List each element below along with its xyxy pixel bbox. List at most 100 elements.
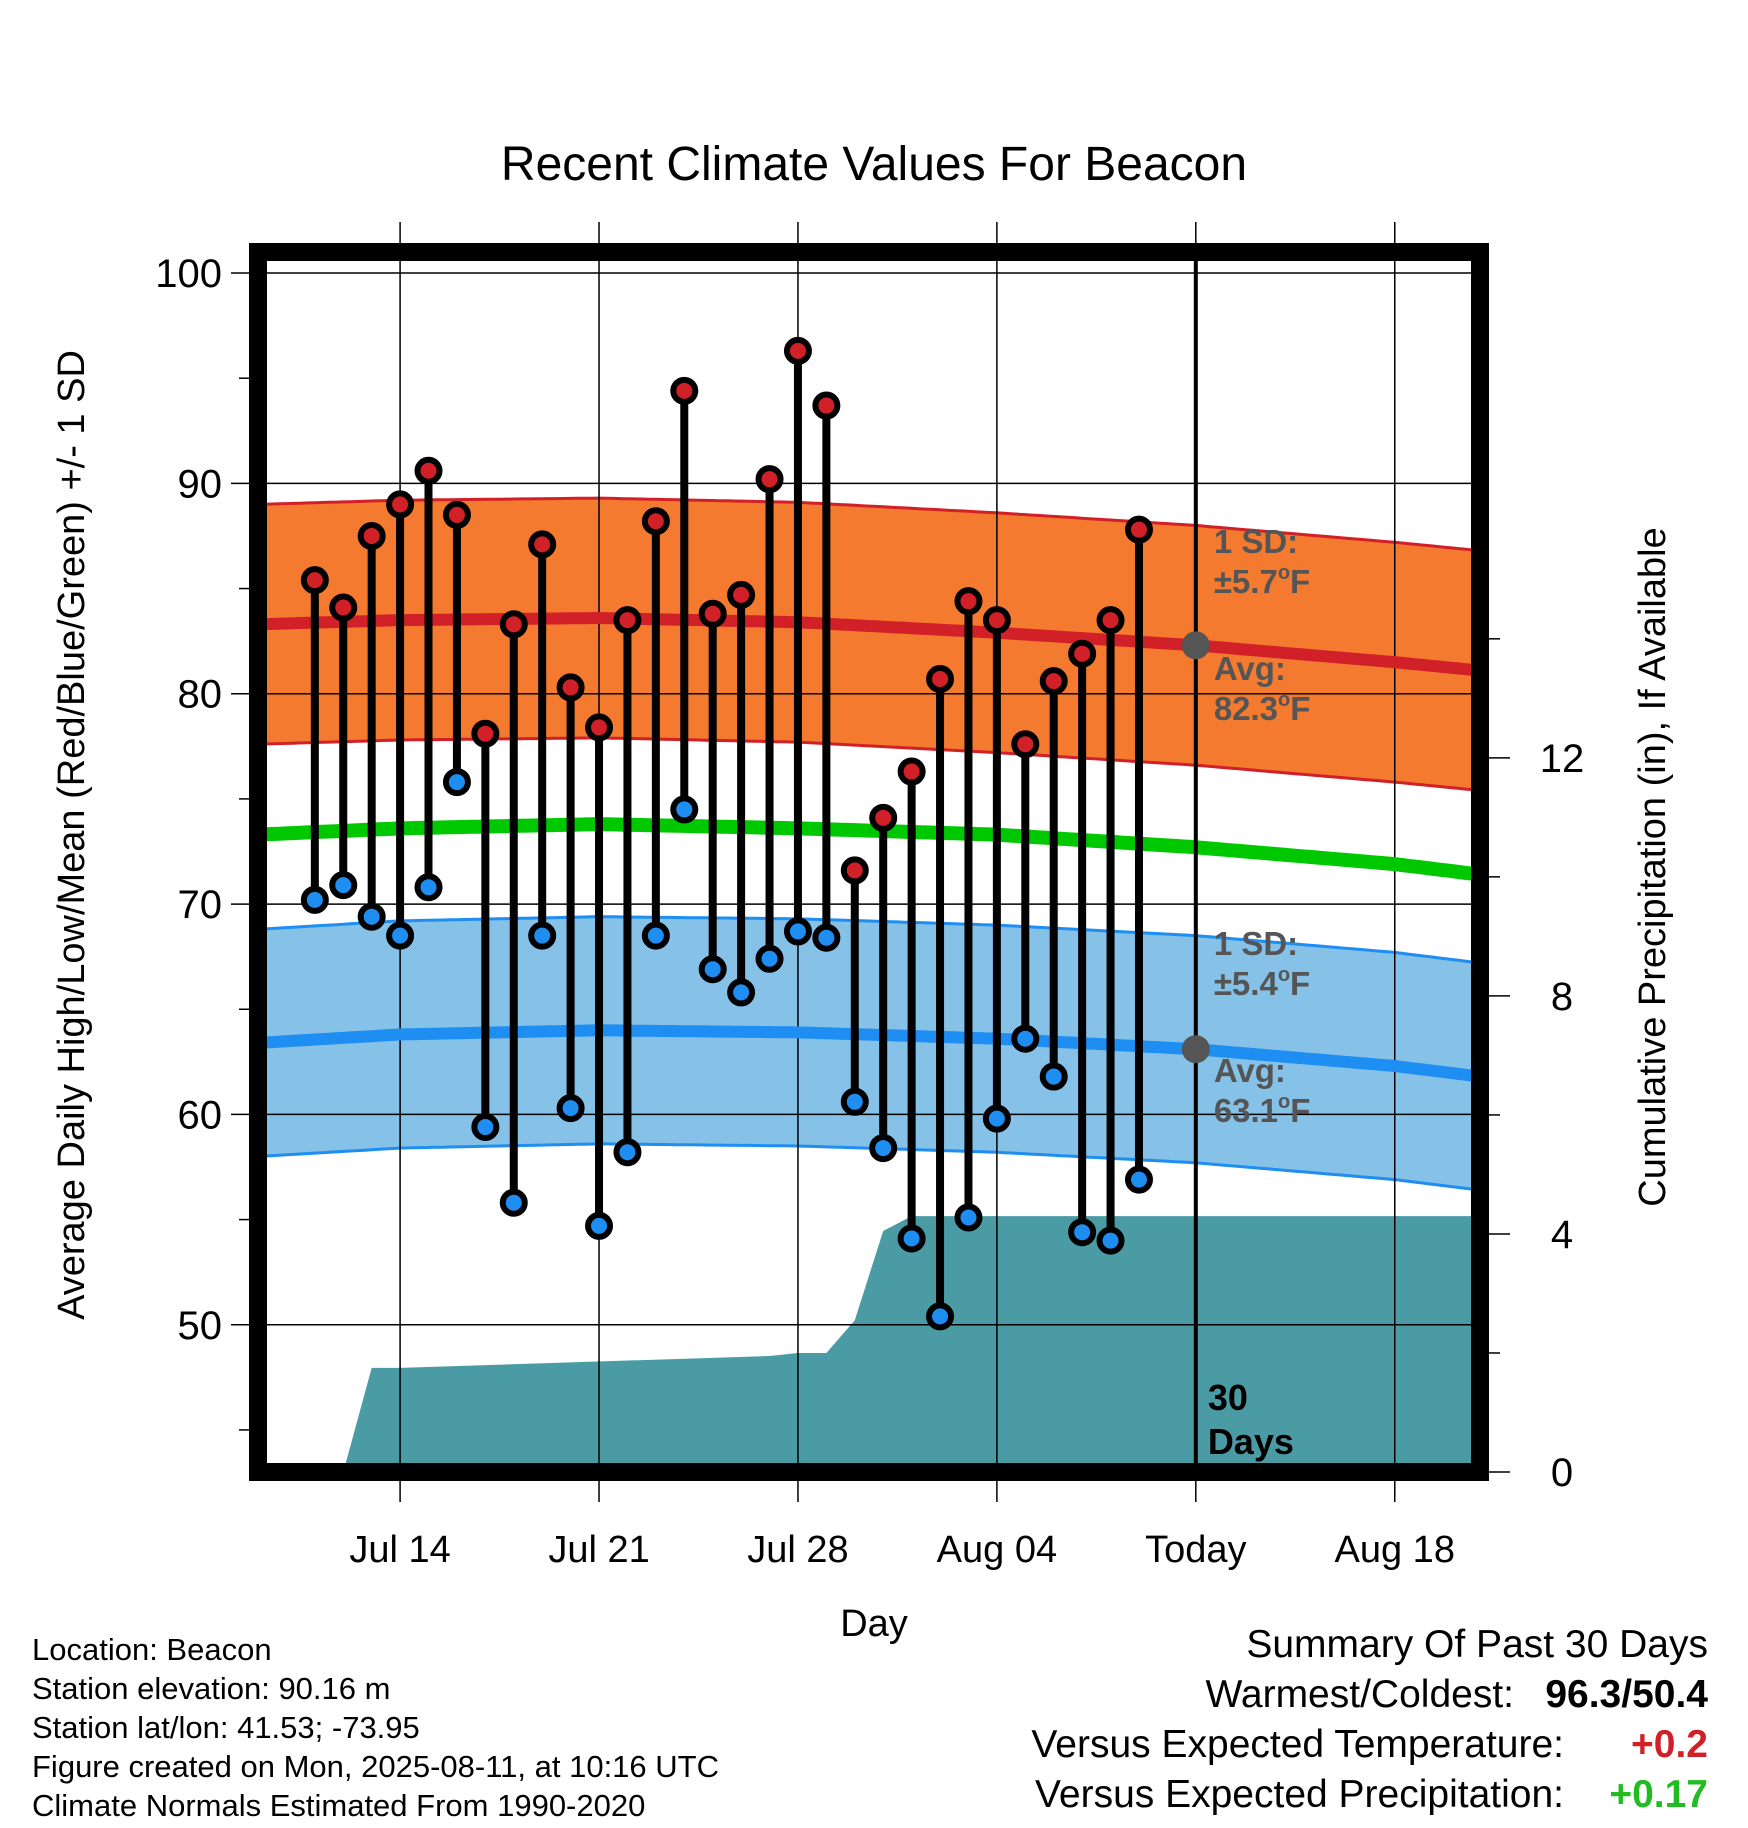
daily-high-point (386, 490, 415, 519)
y-tick-label: 70 (178, 883, 223, 927)
daily-low-point (1039, 1062, 1068, 1091)
daily-high-point (1068, 639, 1097, 668)
latlon-text: Station lat/lon: 41.53; -73.95 (32, 1710, 420, 1745)
axes: 50 60 70 80 90 100 0 4 8 12 Jul 14 Jul 21 Jul 28 Aug … (155, 222, 1584, 1571)
low-avg-annotation-value: 63.1oF (1214, 1091, 1311, 1129)
daily-low-point (670, 795, 699, 824)
high-sd-annotation-label: 1 SD: (1214, 523, 1298, 560)
daily-high-point (954, 587, 983, 616)
warm-cold-value: 96.3/50.4 (1545, 1673, 1708, 1716)
y-axis-label: Average Daily High/Low/Mean (Red/Blue/Gr… (51, 350, 93, 1320)
daily-low-point (471, 1113, 500, 1142)
daily-high-point (869, 803, 898, 832)
plot-frame (249, 243, 1489, 1481)
daily-low-point (442, 768, 471, 797)
daily-low-point (499, 1188, 528, 1217)
daily-high-point (357, 521, 386, 550)
today-low-avg-marker (1181, 1035, 1210, 1064)
today-high-avg-marker (1181, 631, 1210, 660)
low-avg-line (257, 1024, 1481, 1083)
normals-text: Climate Normals Estimated From 1990-2020 (32, 1788, 646, 1823)
x-tick-label: Jul 21 (548, 1529, 649, 1571)
temp-diff-label: Versus Expected Temperature: (1031, 1723, 1564, 1766)
daily-high-point (1124, 515, 1153, 544)
high-avg-annotation-label: Avg: (1214, 650, 1286, 687)
daily-high-point (528, 530, 557, 559)
daily-high-point (755, 465, 784, 494)
daily-low-point (613, 1138, 642, 1167)
daily-high-point (840, 856, 869, 885)
daily-low-point (982, 1104, 1011, 1133)
daily-low-point (954, 1203, 983, 1232)
daily-high-point (812, 391, 841, 420)
y-tick-label: 50 (178, 1304, 223, 1348)
x-tick-label: Today (1145, 1529, 1246, 1571)
daily-low-point (897, 1224, 926, 1253)
daily-low-point (528, 921, 557, 950)
high-avg-annotation-value: 82.3oF (1214, 689, 1311, 727)
warm-cold-label: Warmest/Coldest: (1205, 1673, 1514, 1716)
precip-diff-row: Versus Expected Precipitation: +0.17 (1031, 1770, 1708, 1820)
y2-tick-label: 8 (1551, 975, 1573, 1019)
precip-diff-value: +0.17 (1609, 1773, 1708, 1816)
daily-range-stems (310, 350, 1143, 1317)
y2-tick-label: 0 (1551, 1451, 1573, 1495)
daily-low-point (329, 871, 358, 900)
daily-low-point (755, 944, 784, 973)
daily-low-point (1068, 1218, 1097, 1247)
daily-high-point (556, 673, 585, 702)
location-text: Location: Beacon (32, 1632, 272, 1667)
y-tick-label: 90 (178, 462, 223, 506)
normal-bands (257, 496, 1481, 1192)
daily-high-point (1039, 667, 1068, 696)
daily-high-point (982, 606, 1011, 635)
daily-high-point (329, 593, 358, 622)
daily-low-point (386, 921, 415, 950)
low-sd-annotation-value: ±5.4oF (1214, 964, 1310, 1002)
temp-diff-row: Versus Expected Temperature: +0.2 (1031, 1720, 1708, 1770)
elevation-text: Station elevation: 90.16 m (32, 1671, 391, 1706)
daily-high-point (783, 336, 812, 365)
summary-title: Summary Of Past 30 Days (1246, 1623, 1708, 1666)
daily-high-point (471, 719, 500, 748)
daily-low-point (783, 917, 812, 946)
y-tick-label: 100 (155, 252, 222, 296)
daily-high-point (1011, 730, 1040, 759)
daily-low-point (556, 1094, 585, 1123)
today-days-line2: Days (1208, 1421, 1294, 1462)
precipitation-area (314, 1216, 1480, 1472)
station-info: Location: Beacon Station elevation: 90.1… (32, 1630, 719, 1825)
high-sd-lower-edge (257, 736, 1481, 792)
y2-tick-label: 12 (1540, 737, 1585, 781)
daily-high-point (499, 610, 528, 639)
low-sd-band (258, 916, 1480, 1191)
daily-low-point (357, 902, 386, 931)
daily-low-point (1124, 1165, 1153, 1194)
low-avg-annotation-label: Avg: (1214, 1052, 1286, 1089)
precip-diff-label: Versus Expected Precipitation: (1035, 1773, 1564, 1816)
temp-diff-value: +0.2 (1631, 1723, 1708, 1766)
daily-high-point (442, 500, 471, 529)
high-avg-line (257, 611, 1481, 677)
daily-high-point (641, 507, 670, 536)
daily-high-point (926, 665, 955, 693)
low-sd-annotation-label: 1 SD: (1214, 925, 1298, 962)
x-axis-label: Day (840, 1603, 908, 1645)
cumulative-precipitation-area (314, 1216, 1480, 1472)
x-tick-label: Jul 28 (747, 1529, 848, 1571)
low-sd-lower-edge (257, 1142, 1481, 1192)
mean-avg-line (257, 817, 1481, 882)
daily-low-point (1011, 1024, 1040, 1053)
high-sd-band (258, 498, 1480, 791)
daily-high-point (727, 580, 756, 609)
created-text: Figure created on Mon, 2025-08-11, at 10… (32, 1749, 719, 1784)
daily-high-point (613, 606, 642, 635)
high-sd-annotation-value: ±5.7oF (1214, 562, 1310, 600)
daily-low-point (1096, 1226, 1125, 1255)
x-tick-label: Jul 14 (349, 1529, 450, 1571)
plot-border (249, 243, 1489, 1481)
daily-low-point (869, 1134, 898, 1163)
daily-low-point (698, 955, 727, 984)
x-tick-label: Aug 18 (1335, 1529, 1455, 1571)
